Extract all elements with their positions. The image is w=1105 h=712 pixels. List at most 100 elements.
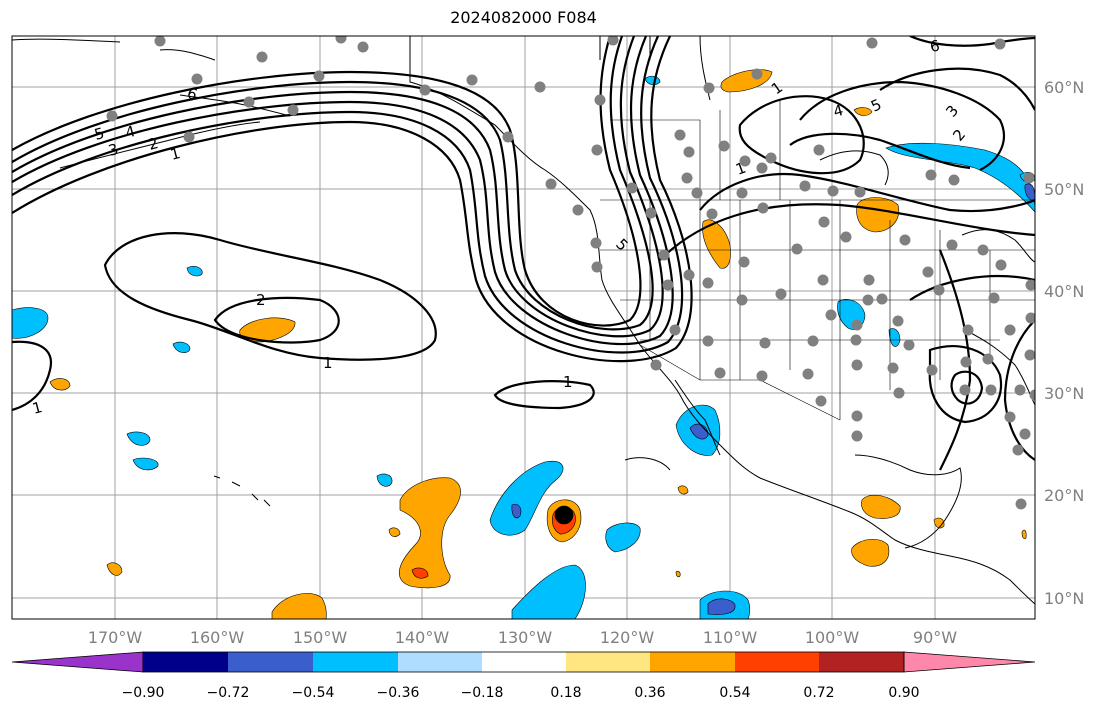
station-dot	[1015, 498, 1027, 510]
station-dot	[607, 36, 619, 46]
lon-tick-label: 120°W	[600, 628, 655, 647]
station-dot	[502, 131, 514, 143]
pos-region	[1021, 529, 1027, 540]
station-dot	[706, 208, 718, 220]
colorbar-tick-label: 0.18	[550, 685, 581, 701]
pos-region	[702, 219, 731, 269]
pos-region	[861, 494, 901, 519]
contour-label: 1	[168, 144, 182, 164]
station-dot	[256, 51, 268, 63]
map-frame	[11, 35, 1036, 620]
contour-label: 1	[563, 373, 573, 391]
lat-tick-label: 10°N	[1044, 589, 1084, 608]
station-dot	[815, 395, 827, 407]
pos-region	[856, 197, 900, 233]
storm-center-marker	[554, 505, 574, 525]
station-dot	[933, 284, 945, 296]
station-dot	[825, 309, 837, 321]
pos-region	[399, 477, 461, 589]
colorbar-tick-label: 0.72	[803, 685, 834, 701]
colorbar: −0.90 −0.72 −0.54 −0.36 −0.18 0.18 0.36 …	[11, 651, 1036, 701]
station-dot	[1025, 312, 1035, 324]
colorbar-swatch	[398, 652, 482, 672]
station-dot	[243, 96, 255, 108]
neg-region-strong	[707, 598, 736, 615]
colorbar-swatch	[650, 652, 735, 672]
station-dot	[985, 384, 997, 396]
station-dot	[1019, 428, 1031, 440]
station-dot	[759, 337, 771, 349]
station-dot	[926, 364, 938, 376]
station-dot	[739, 155, 751, 167]
station-dot	[1025, 279, 1035, 291]
station-dot	[994, 38, 1006, 50]
station-dot	[1004, 324, 1016, 336]
lon-tick-label: 110°W	[703, 628, 758, 647]
station-dot	[714, 367, 726, 379]
station-dot	[683, 269, 695, 281]
station-dot	[854, 186, 866, 198]
contour-label: 6	[929, 37, 942, 56]
station-dot	[851, 319, 863, 331]
station-dot	[738, 256, 750, 268]
station-dot	[827, 185, 839, 197]
station-dot	[893, 387, 905, 399]
station-dot	[703, 82, 715, 94]
pos-region	[675, 570, 681, 578]
station-dot	[813, 144, 825, 156]
station-dot	[959, 384, 971, 396]
lon-tick-label: 130°W	[498, 628, 553, 647]
station-dot	[866, 37, 878, 49]
colorbar-tick-label: −0.90	[122, 685, 165, 701]
neg-region-strong	[511, 503, 522, 519]
colorbar-swatch	[735, 652, 819, 672]
station-dot	[419, 84, 431, 96]
station-dot	[851, 430, 863, 442]
station-dot	[925, 169, 937, 181]
station-dot	[840, 231, 852, 243]
station-dot	[106, 110, 118, 122]
station-dot	[1014, 384, 1026, 396]
station-dot	[1029, 389, 1035, 401]
station-dot	[545, 178, 557, 190]
station-dots	[106, 36, 1035, 510]
station-dot	[702, 335, 714, 347]
station-dot	[802, 368, 814, 380]
station-dot	[756, 370, 768, 382]
neg-region	[172, 341, 191, 353]
colorbar-swatch	[143, 652, 228, 672]
colorbar-swatch	[566, 652, 650, 672]
station-dot	[681, 172, 693, 184]
station-dot	[850, 334, 862, 346]
station-dot	[756, 162, 768, 174]
neg-region-strong	[1024, 183, 1035, 201]
station-dot	[1024, 349, 1035, 361]
neg-region	[489, 460, 564, 536]
lat-tick-label: 50°N	[1044, 180, 1084, 199]
contour-label: 1	[323, 354, 333, 372]
station-dot	[683, 146, 695, 158]
station-dot	[960, 356, 972, 368]
station-dot	[645, 207, 657, 219]
station-dot	[183, 131, 195, 143]
pos-region	[388, 527, 401, 537]
station-dot	[903, 339, 915, 351]
station-dot	[191, 73, 203, 85]
station-dot	[534, 81, 546, 93]
lat-tick-label: 20°N	[1044, 486, 1084, 505]
lat-tick-label: 60°N	[1044, 78, 1084, 97]
neg-region	[12, 307, 49, 339]
neg-region	[376, 473, 393, 487]
lon-tick-label: 140°W	[395, 628, 450, 647]
neg-region	[511, 564, 586, 619]
colorbar-tick-label: −0.36	[377, 685, 420, 701]
contour-label: 5	[92, 124, 106, 144]
lat-tick-label: 40°N	[1044, 282, 1084, 301]
colorbar-tick-label: 0.54	[719, 685, 750, 701]
station-dot	[899, 234, 911, 246]
colorbar-tick-label: 0.36	[634, 685, 665, 701]
station-dot	[702, 277, 714, 289]
station-dot	[1023, 172, 1035, 184]
station-dot	[922, 266, 934, 278]
